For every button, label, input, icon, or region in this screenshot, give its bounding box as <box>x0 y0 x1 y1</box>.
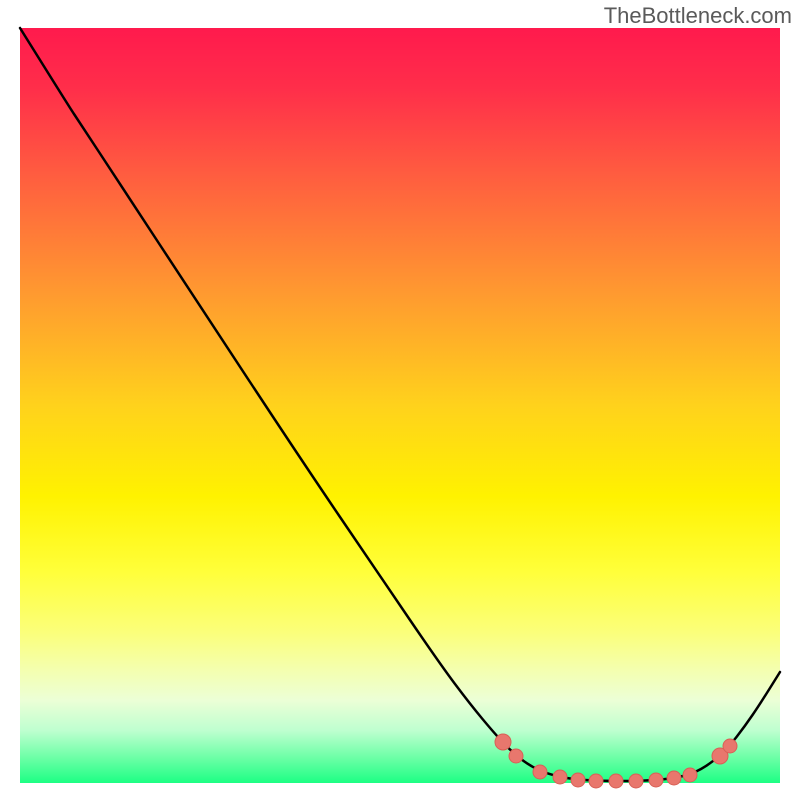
chart-svg <box>0 0 800 800</box>
marker-point <box>609 774 623 788</box>
marker-point <box>495 734 511 750</box>
marker-point <box>553 770 567 784</box>
marker-point <box>723 739 737 753</box>
marker-point <box>629 774 643 788</box>
marker-point <box>649 773 663 787</box>
attribution-text: TheBottleneck.com <box>604 3 792 29</box>
marker-point <box>667 771 681 785</box>
marker-point <box>683 768 697 782</box>
marker-point <box>533 765 547 779</box>
chart-background <box>20 28 780 783</box>
marker-point <box>509 749 523 763</box>
marker-point <box>571 773 585 787</box>
marker-point <box>589 774 603 788</box>
chart-container <box>0 0 800 800</box>
